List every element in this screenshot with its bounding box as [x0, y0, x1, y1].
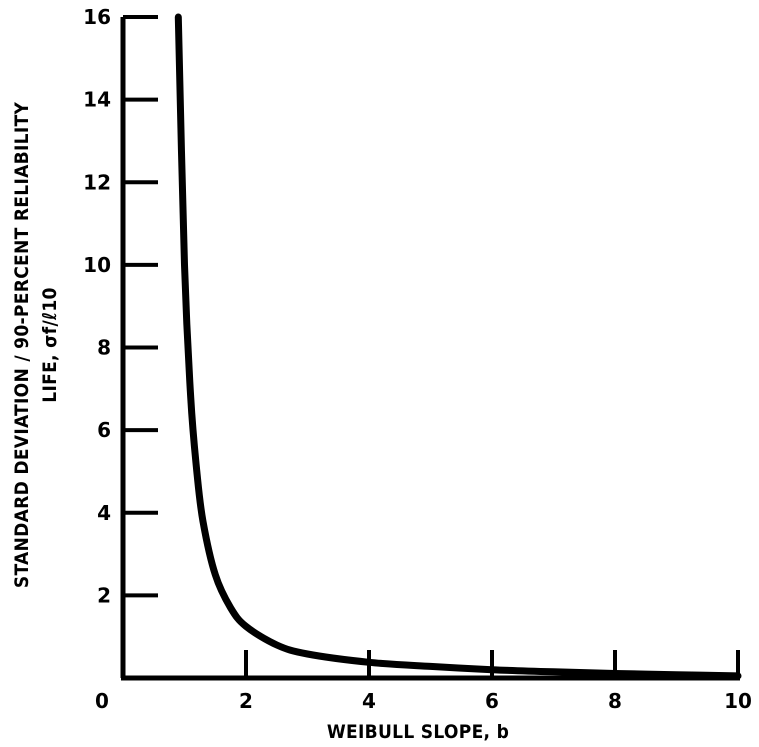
series-line	[174, 13, 742, 680]
y-tick-label-2: 2	[97, 583, 111, 607]
x-axis-title: WEIBULL SLOPE, b	[327, 721, 509, 743]
y-axis-title-line1: STANDARD DEVIATION / 90-PERCENT RELIABIL…	[11, 102, 33, 589]
y-tick-label-14: 14	[83, 88, 111, 112]
axis-ticks	[123, 15, 740, 678]
y-tick-label-10: 10	[83, 253, 111, 277]
x-tick-label-4: 4	[362, 689, 376, 713]
y-tick-label-16: 16	[83, 5, 111, 29]
x-tick-label-6: 6	[485, 689, 499, 713]
x-tick-label-0: 0	[95, 689, 109, 713]
y-tick-label-4: 4	[97, 501, 111, 525]
tick-labels: 2 4 6 8 10 12 14 16 0 2 4 6 8 10	[83, 5, 752, 713]
x-tick-label-8: 8	[608, 689, 622, 713]
y-tick-label-6: 6	[97, 418, 111, 442]
x-tick-label-2: 2	[239, 689, 253, 713]
y-tick-label-8: 8	[97, 336, 111, 360]
y-axis-title-line2: LIFE, σf/ℓ10	[39, 287, 61, 403]
x-tick-label-10: 10	[724, 689, 752, 713]
y-tick-label-12: 12	[83, 170, 111, 194]
series-group	[174, 13, 742, 680]
